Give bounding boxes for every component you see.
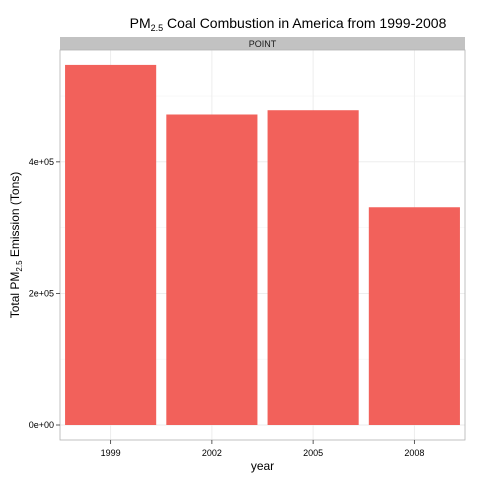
y-axis-label-subscript: 2.5 <box>15 260 24 272</box>
x-axis-label: year <box>251 459 274 473</box>
facet-strip <box>60 37 465 50</box>
chart-title: PM2.5 Coal Combustion in America from 19… <box>130 15 447 33</box>
y-tick-label: 4e+05 <box>29 157 54 167</box>
y-tick-label: 2e+05 <box>29 288 54 298</box>
bar-2002 <box>166 114 258 425</box>
y-axis-label-main: Total PM <box>8 272 22 319</box>
y-axis-label-rest: Emission (Tons) <box>8 172 22 261</box>
plot-panel <box>59 49 466 441</box>
facet-label: POINT <box>249 39 277 49</box>
x-tick-label: 2008 <box>404 448 424 458</box>
bar-2005 <box>267 110 359 425</box>
chart-title-rest: Coal Combustion in America from 1999-200… <box>163 15 446 31</box>
bar-2008 <box>368 207 460 425</box>
x-tick-label: 1999 <box>101 448 121 458</box>
y-tick-label: 0e+00 <box>29 420 54 430</box>
chart-title-subscript: 2.5 <box>151 23 164 33</box>
panel-border <box>59 49 466 441</box>
bar-1999 <box>65 64 157 425</box>
chart-title-main: PM <box>130 15 151 31</box>
y-axis-label: Total PM2.5 Emission (Tons) <box>8 172 24 319</box>
x-tick-label: 2005 <box>303 448 323 458</box>
x-tick-label: 2002 <box>202 448 222 458</box>
